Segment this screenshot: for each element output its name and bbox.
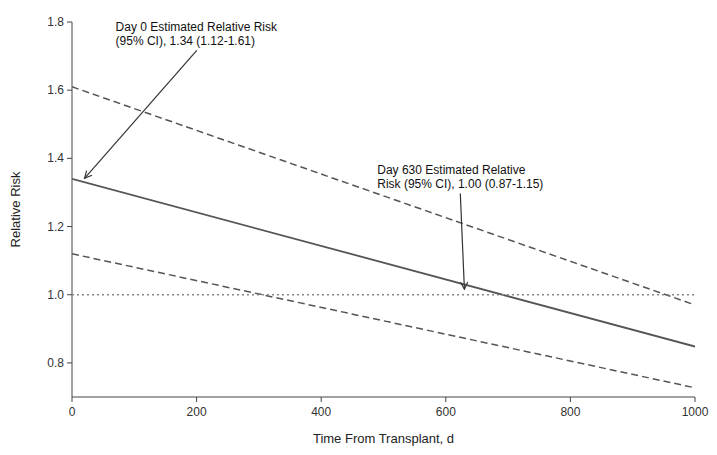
y-tick-label: 1.4 — [47, 151, 64, 165]
annotation-line: (95% CI), 1.34 (1.12-1.61) — [116, 34, 255, 48]
x-tick-label: 0 — [69, 405, 76, 419]
annotations: Day 0 Estimated Relative Risk(95% CI), 1… — [85, 20, 544, 289]
x-tick-label: 600 — [436, 405, 456, 419]
annotation-text: Day 630 Estimated RelativeRisk (95% CI),… — [377, 163, 543, 191]
y-tick-label: 1.6 — [47, 83, 64, 97]
y-axis-line — [72, 22, 73, 397]
x-axis-line — [72, 397, 695, 398]
y-tick-label: 0.8 — [47, 356, 64, 370]
x-tick-label: 1000 — [682, 405, 709, 419]
series-line — [72, 294, 695, 295]
series-line — [72, 254, 695, 388]
y-axis-label: Relative Risk — [8, 171, 23, 247]
x-tick-label: 200 — [187, 405, 207, 419]
annotation-text: Day 0 Estimated Relative Risk(95% CI), 1… — [116, 20, 278, 48]
y-tick — [67, 226, 72, 227]
lines — [72, 87, 695, 388]
y-tick-label: 1.0 — [47, 288, 64, 302]
y-tick — [67, 294, 72, 295]
y-tick — [67, 22, 72, 23]
annotation-arrow — [85, 50, 197, 178]
series-line — [72, 87, 695, 305]
y-tick-label: 1.2 — [47, 220, 64, 234]
axes: 0.8 1.0 1.2 1.4 1.6 1.8 0 200 400 600 800 1000 — [47, 15, 708, 419]
x-tick — [445, 397, 446, 402]
page: {"chart_data": { "type": "line", "xlabel… — [0, 0, 717, 455]
y-tick-label: 1.8 — [47, 15, 64, 29]
annotation-arrow — [460, 193, 464, 289]
annotation-line: Day 630 Estimated Relative — [377, 163, 525, 177]
x-tick-label: 400 — [311, 405, 331, 419]
x-tick — [695, 397, 696, 402]
x-tick — [72, 397, 73, 402]
y-tick — [67, 158, 72, 159]
x-axis-label: Time From Transplant, d — [313, 431, 454, 446]
x-tick — [196, 397, 197, 402]
y-tick — [67, 90, 72, 91]
x-tick — [321, 397, 322, 402]
series-line — [72, 179, 695, 347]
x-tick-label: 800 — [560, 405, 580, 419]
annotation-line: Day 0 Estimated Relative Risk — [116, 20, 278, 34]
chart: 0.8 1.0 1.2 1.4 1.6 1.8 0 200 400 600 800 1000 Time … — [0, 0, 717, 455]
annotation-line: Risk (95% CI), 1.00 (0.87-1.15) — [377, 177, 543, 191]
y-tick — [67, 362, 72, 363]
x-tick — [570, 397, 571, 402]
